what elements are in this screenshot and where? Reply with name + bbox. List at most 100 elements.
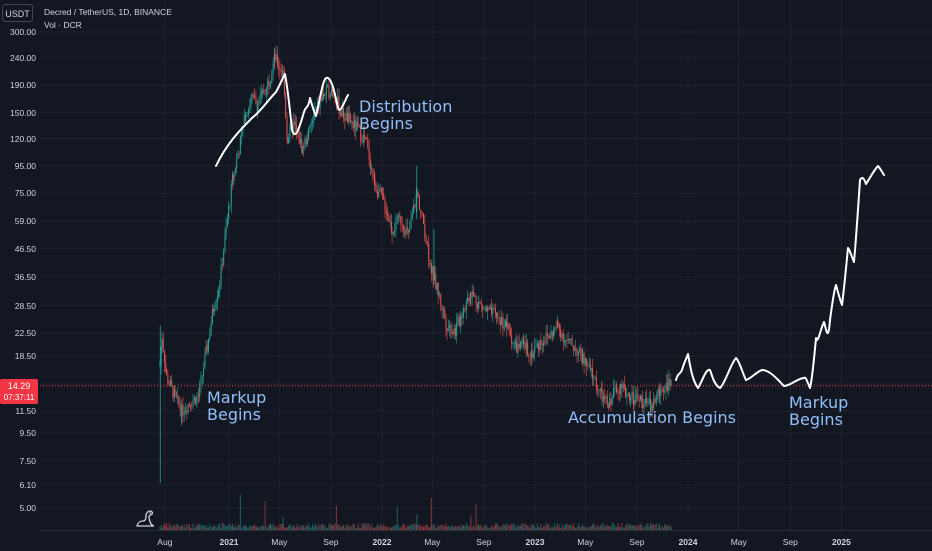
volume-bar (643, 526, 645, 530)
volume-bar (211, 527, 213, 530)
volume-bar (183, 524, 185, 530)
time-tick-label: May (730, 537, 747, 547)
volume-bar (395, 524, 397, 530)
volume-bar (576, 527, 578, 530)
price-tick-label: 22.50 (14, 328, 36, 339)
volume-bar (341, 525, 343, 530)
volume-bar (159, 526, 161, 530)
volume-bar (346, 524, 348, 530)
volume-bar (289, 524, 291, 530)
candle-body (315, 106, 317, 111)
volume-bar (557, 527, 559, 530)
candle-body (535, 345, 537, 348)
volume-bar (252, 525, 254, 530)
candle-body (525, 342, 527, 350)
volume-bar (476, 525, 478, 530)
volume-bar (650, 523, 652, 530)
candle-body (307, 140, 309, 144)
candle-body (262, 89, 264, 91)
candle-body (275, 53, 277, 61)
candle-body (556, 321, 558, 328)
candle-body (345, 112, 347, 121)
annotation-markup-begins-2: Markup Begins (789, 394, 848, 428)
tradingview-logo-icon[interactable] (134, 508, 156, 528)
candle-body (272, 64, 274, 75)
currency-button[interactable]: USDT (2, 4, 33, 22)
volume-bar (598, 527, 600, 530)
candle-body (301, 146, 303, 153)
time-axis[interactable] (40, 530, 932, 551)
candle-body (642, 398, 644, 409)
volume-bar (196, 525, 198, 530)
candle-body (348, 113, 350, 115)
volume-bar (293, 526, 295, 530)
volume-bar (637, 525, 639, 530)
volume-bar (449, 526, 451, 530)
price-tick-label: 7.50 (19, 455, 36, 466)
candle-body (511, 335, 513, 345)
volume-bar (492, 527, 494, 530)
candle-body (616, 385, 618, 390)
volume-bar (301, 524, 303, 530)
volume-bar (262, 525, 264, 530)
candle-body (328, 85, 330, 98)
candle-body (668, 378, 670, 391)
candle-body (626, 395, 628, 397)
hand-drawn-path (215, 73, 885, 389)
volume-bar (613, 523, 615, 530)
volume-bar (391, 526, 393, 530)
volume-bar (523, 527, 525, 530)
candle-body (183, 413, 185, 415)
candle-body (605, 396, 607, 399)
candle-body (644, 398, 646, 404)
price-tick-label: 300.00 (10, 27, 36, 37)
candle-body (432, 266, 434, 281)
candle-body (401, 223, 403, 227)
annotation-accumulation-begins: Accumulation Begins (568, 408, 737, 427)
volume-bar (541, 527, 543, 530)
candle-body (438, 293, 440, 296)
volume-bar (431, 525, 433, 530)
annotation-line: Begins (359, 114, 413, 133)
volume-bar (615, 526, 617, 530)
candle-body (567, 339, 569, 341)
candle-body (516, 341, 518, 353)
candle-body (206, 345, 208, 352)
candle-body (522, 340, 524, 344)
candle-body (451, 332, 453, 335)
candle-body (260, 90, 262, 96)
candle-body (593, 378, 595, 379)
volume-bar (446, 526, 448, 530)
volume-bar (389, 527, 391, 530)
candle-body (350, 114, 352, 123)
symbol-title[interactable]: Decred / TetherUS, 1D, BINANCE (44, 7, 172, 17)
candle-body (223, 251, 225, 266)
volume-bar (328, 523, 330, 530)
volume-bar (505, 525, 507, 530)
volume-bar (432, 524, 434, 530)
volume-bar (323, 524, 325, 530)
volume-bar (417, 524, 419, 530)
candle-body (187, 404, 189, 413)
candle-body (474, 295, 476, 297)
volume-bar (590, 526, 592, 530)
volume-bar (530, 525, 532, 530)
candle-body (175, 392, 177, 397)
volume-indicator-label[interactable]: Vol · DCR (44, 20, 82, 30)
candle-body (643, 403, 645, 409)
candle-body (532, 353, 534, 359)
volume-bar (274, 525, 276, 530)
candle-body (238, 154, 240, 155)
candle-body (657, 394, 659, 397)
candle-body (572, 345, 574, 350)
candle-body (462, 313, 464, 319)
candle-body (268, 80, 270, 87)
candle-body (591, 368, 593, 379)
candle-body (179, 404, 181, 410)
candle-body (346, 112, 348, 123)
volume-bar (333, 524, 335, 530)
candle-body (195, 397, 197, 405)
volume-bar (584, 525, 586, 530)
candle-body (415, 194, 417, 207)
